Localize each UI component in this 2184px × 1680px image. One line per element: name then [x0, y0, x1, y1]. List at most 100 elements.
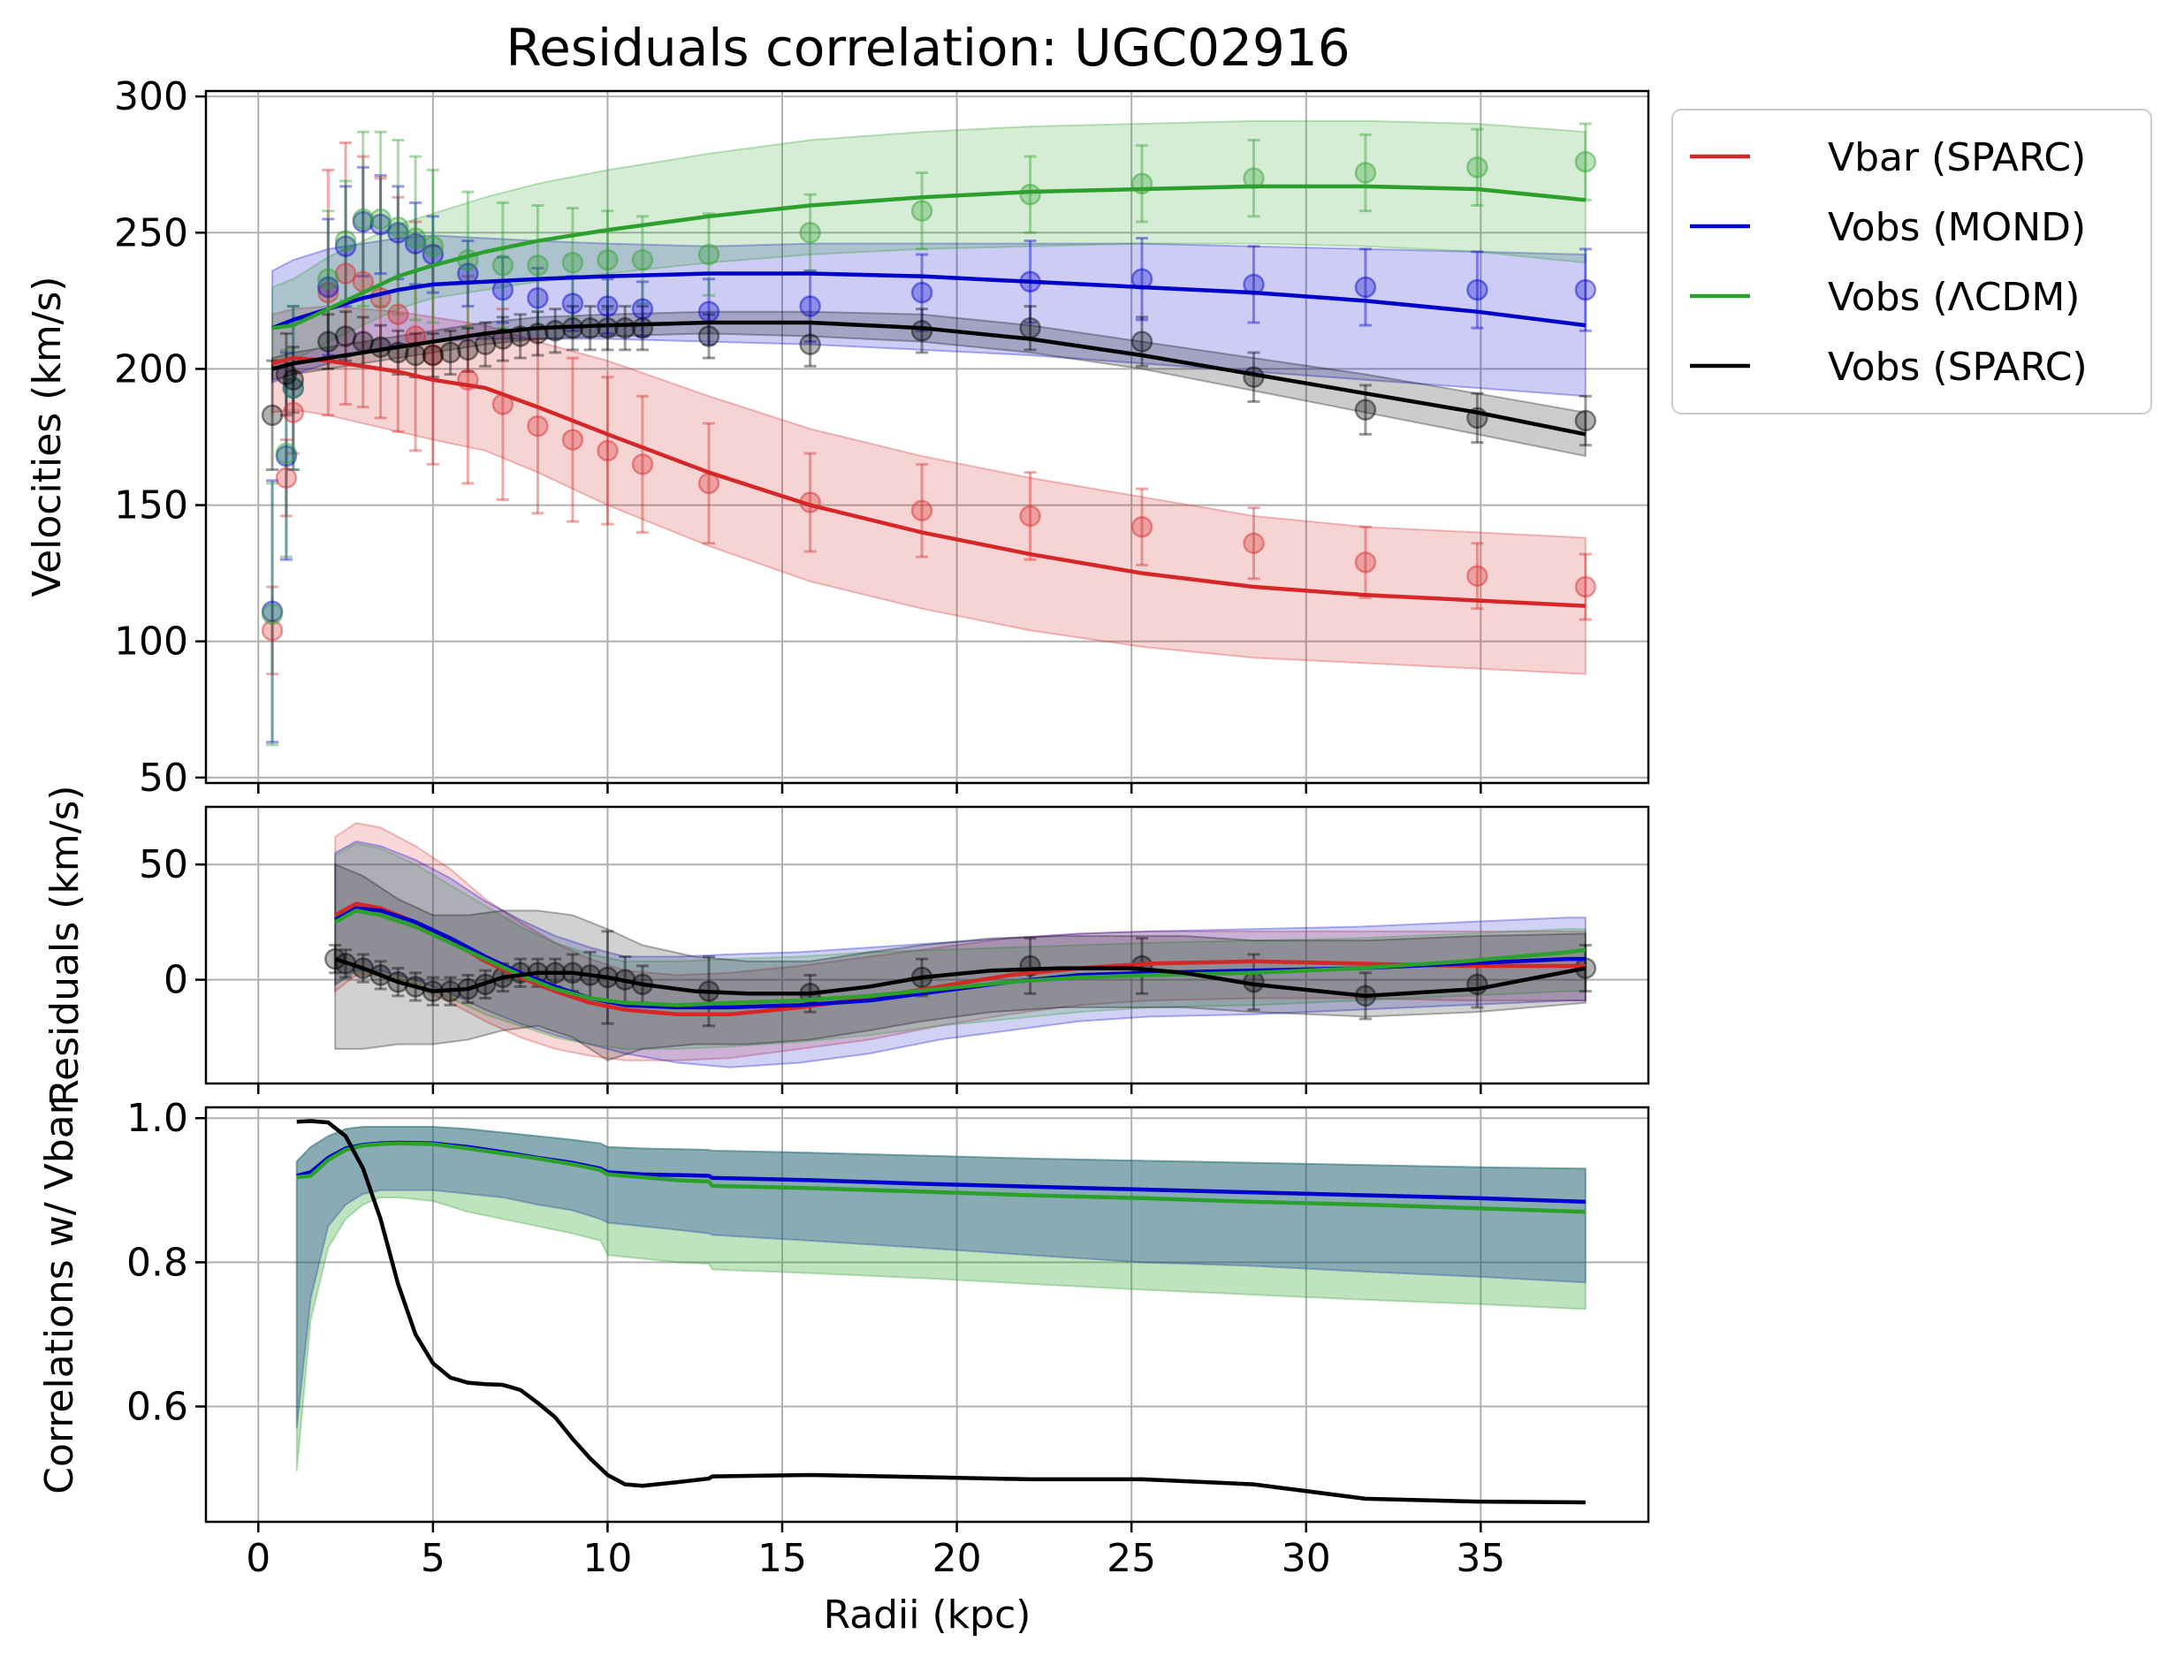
data-point-vobs-cdm	[561, 251, 584, 274]
legend-entries: Vbar (SPARC) Vobs (MOND) Vobs (ΛCDM) Vobs (…	[1690, 135, 2088, 390]
legend-label: Vobs (MOND)	[1828, 205, 2086, 250]
x-axis-label: Radii (kpc)	[824, 1593, 1031, 1638]
y-tick-label: 200	[114, 346, 188, 391]
data-point-vobs-cdm	[631, 248, 654, 271]
panel-correlations-grid	[206, 1107, 1648, 1522]
panel-velocities: 50 100 150 200 250 300 Velocities (km/s)	[25, 74, 1650, 801]
panel-residuals-grid	[206, 807, 1648, 1083]
data-point-vobs-cdm	[334, 230, 357, 252]
data-point-vbar-sparc	[561, 429, 584, 451]
data-point-vbar-sparc	[527, 414, 549, 437]
data-point-vobs-mond	[910, 281, 933, 304]
data-point-vobs-cdm	[369, 208, 392, 231]
x-tick-label: 5	[421, 1536, 445, 1581]
data-point-vbar-sparc	[422, 344, 445, 367]
legend-label: Vobs (ΛCDM)	[1828, 275, 2080, 320]
y-tick-label: 50	[139, 756, 188, 801]
data-point-vobs-sparc	[261, 404, 284, 427]
data-point-vobs-cdm	[282, 376, 305, 399]
data-point-vobs-sparc	[597, 316, 619, 339]
data-point-vobs-sparc	[334, 325, 357, 347]
y-tick-label: 50	[139, 842, 188, 887]
data-point-vobs-mond	[527, 287, 549, 309]
data-point-vbar-sparc	[1466, 565, 1488, 587]
y-tick-label: 150	[114, 483, 188, 528]
data-point-vobs-cdm	[317, 268, 339, 290]
y-tick-label: 0	[164, 958, 188, 1003]
panel-correlations-bands	[295, 1126, 1587, 1471]
data-point-vobs-mond	[404, 232, 427, 255]
data-point-vobs-sparc	[631, 316, 654, 339]
band-vbar-sparc	[271, 305, 1587, 675]
data-point-vbar-sparc	[1019, 505, 1041, 528]
legend-label: Vobs (SPARC)	[1828, 345, 2088, 390]
data-point-vobs-cdm	[910, 200, 933, 222]
series-line-vobs-mond	[271, 271, 1587, 331]
legend-label: Vbar (SPARC)	[1828, 135, 2086, 180]
data-point-vbar-sparc	[597, 439, 619, 462]
data-point-vbar-sparc	[261, 620, 284, 642]
data-point-vobs-mond	[352, 210, 375, 233]
series-line-vobs-sparc	[271, 320, 1587, 437]
data-point-vobs-sparc	[1574, 409, 1597, 432]
x-tick-label: 20	[932, 1536, 982, 1581]
panel-residuals-bands	[334, 822, 1587, 1068]
data-point-vobs-sparc	[544, 320, 567, 342]
data-point-vobs-sparc	[799, 333, 821, 355]
y-tick-label: 100	[114, 620, 188, 665]
y-tick-label: 1.0	[126, 1096, 188, 1141]
data-point-vbar-sparc	[334, 262, 357, 285]
band-vobs-cdm	[295, 1126, 1587, 1471]
series-line-vobs-sparc	[334, 957, 1587, 999]
data-point-vobs-sparc	[1130, 331, 1153, 353]
y-tick-label: 300	[114, 74, 188, 119]
data-point-vobs-cdm	[1466, 156, 1488, 179]
data-point-vobs-sparc	[439, 341, 461, 364]
panel-velocities-lines	[271, 184, 1587, 608]
series-line-vbar-sparc	[271, 355, 1586, 608]
data-point-vobs-mond	[387, 222, 409, 244]
data-point-vbar-sparc	[1574, 575, 1597, 598]
panel-correlations-ticks: 0 5 10 15 20 25 30 35 0.6 0.8 1.0	[126, 1096, 1505, 1581]
y-tick-label: 0.8	[126, 1240, 188, 1285]
data-point-vobs-sparc	[1354, 399, 1377, 421]
data-point-vobs-cdm	[491, 255, 514, 277]
band-vbar-sparc	[334, 822, 1587, 1061]
data-point-vobs-mond	[597, 295, 619, 317]
data-point-vobs-mond	[334, 235, 357, 257]
data-point-vobs-cdm	[387, 216, 409, 239]
data-point-vbar-sparc	[631, 453, 654, 475]
data-point-vobs-mond	[561, 293, 584, 315]
data-point-vobs-sparc	[910, 320, 933, 342]
data-point-vbar-sparc	[1243, 532, 1265, 554]
panel-correlations-lines	[296, 1119, 1586, 1505]
data-point-vobs-cdm	[404, 227, 427, 249]
x-tick-label: 35	[1456, 1536, 1505, 1581]
x-tick-label: 15	[757, 1536, 807, 1581]
data-point-vobs-mond	[631, 298, 654, 320]
panel-residuals-lines	[334, 901, 1587, 1016]
panel-correlations: 0 5 10 15 20 25 30 35 0.6 0.8 1.0 Correlations w/ …	[37, 1096, 1650, 1581]
data-point-vbar-sparc	[317, 281, 339, 304]
data-point-vobs-cdm	[275, 442, 298, 465]
panel-correlations-ylabel: Correlations w/ Vbar	[37, 1098, 82, 1494]
legend-frame	[1671, 109, 2152, 414]
panel-residuals-ylabel: Residuals (km/s)	[42, 785, 88, 1106]
x-tick-label: 0	[246, 1536, 270, 1581]
data-point-vobs-cdm	[799, 222, 821, 244]
data-point-vobs-cdm	[1574, 150, 1597, 173]
data-point-vobs-mond	[799, 295, 821, 317]
data-point-vobs-cdm	[261, 603, 284, 626]
data-point-vobs-sparc	[282, 369, 305, 391]
panel-velocities-grid	[206, 91, 1648, 783]
data-point-vbar-sparc	[1130, 515, 1153, 538]
panel-residuals: 0 50 Residuals (km/s)	[42, 785, 1650, 1106]
band-vobs-cdm	[271, 119, 1587, 370]
x-tick-label: 25	[1107, 1536, 1156, 1581]
data-point-vobs-mond	[1574, 278, 1597, 301]
data-point-vobs-sparc	[317, 331, 339, 353]
band-vobs-sparc	[271, 310, 1587, 458]
data-point-vobs-mond	[369, 213, 392, 236]
data-point-vbar-sparc	[387, 303, 409, 326]
chart-title: Residuals correlation: UGC02916	[506, 18, 1350, 78]
